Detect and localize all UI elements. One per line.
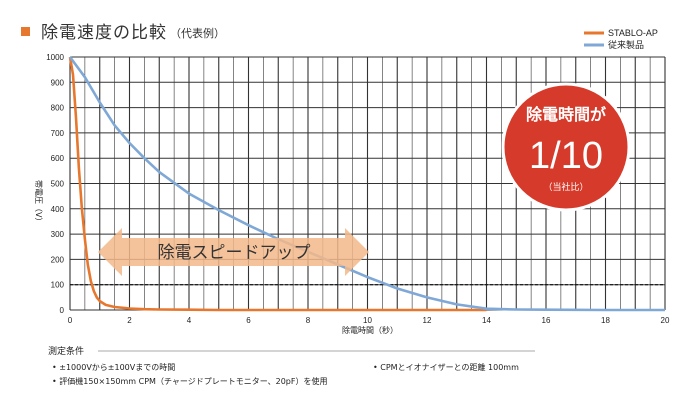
chart-subtitle: （代表例） [170, 26, 225, 40]
x-tick-label: 6 [246, 316, 251, 325]
notes-item: • CPMとイオナイザーとの距離 100mm [373, 362, 519, 372]
y-tick-label: 400 [51, 205, 65, 214]
y-tick-label: 600 [51, 154, 65, 163]
grid [69, 56, 666, 311]
title-marker [21, 27, 30, 36]
ratio-badge-value: 1/10 [529, 135, 603, 177]
speedup-arrow-label: 除電スピードアップ [158, 243, 311, 263]
y-tick-label: 300 [51, 230, 65, 239]
ratio-badge-note: （当社比） [543, 181, 588, 193]
x-tick-label: 12 [423, 316, 432, 325]
y-tick-label: 100 [51, 281, 65, 290]
x-tick-label: 2 [127, 316, 132, 325]
y-axis-ticks: 0 100 200 300 400 500 600 700 800 900 1000 [46, 53, 64, 315]
x-axis-ticks: 0 2 4 6 8 10 12 14 16 18 20 [68, 316, 670, 325]
y-tick-label: 900 [51, 78, 65, 87]
ratio-badge-line1: 除電時間が [526, 105, 606, 124]
x-axis-label: 除電時間（秒） [342, 325, 398, 335]
y-tick-label: 700 [51, 129, 65, 138]
y-tick-label: 800 [51, 104, 65, 113]
x-tick-label: 14 [482, 316, 491, 325]
y-axis-label: 帯電圧（V） [34, 180, 44, 225]
x-tick-label: 16 [542, 316, 551, 325]
legend-label-stablo: STABLO-AP [608, 28, 658, 38]
x-tick-label: 4 [187, 316, 192, 325]
y-tick-label: 1000 [46, 53, 64, 62]
notes-title: 測定条件 [48, 345, 84, 357]
x-tick-label: 0 [68, 316, 73, 325]
notes-item: • ±1000Vから±100Vまでの時間 [52, 363, 175, 372]
notes-item: • 評価機150×150mm CPM（チャージドプレートモニター、20pF）を使… [52, 376, 327, 386]
speedup-arrow [98, 228, 369, 276]
x-tick-label: 8 [306, 316, 311, 325]
chart-title: 除電速度の比較 [41, 23, 167, 43]
y-tick-label: 500 [51, 180, 65, 189]
series-line-stablo [68, 56, 487, 312]
y-tick-label: 0 [60, 306, 65, 315]
legend-label-conventional: 従来製品 [608, 39, 644, 50]
ratio-badge [501, 82, 631, 212]
x-tick-label: 18 [601, 316, 610, 325]
x-tick-label: 20 [661, 316, 670, 325]
x-tick-label: 10 [363, 316, 372, 325]
y-tick-label: 200 [51, 255, 65, 264]
